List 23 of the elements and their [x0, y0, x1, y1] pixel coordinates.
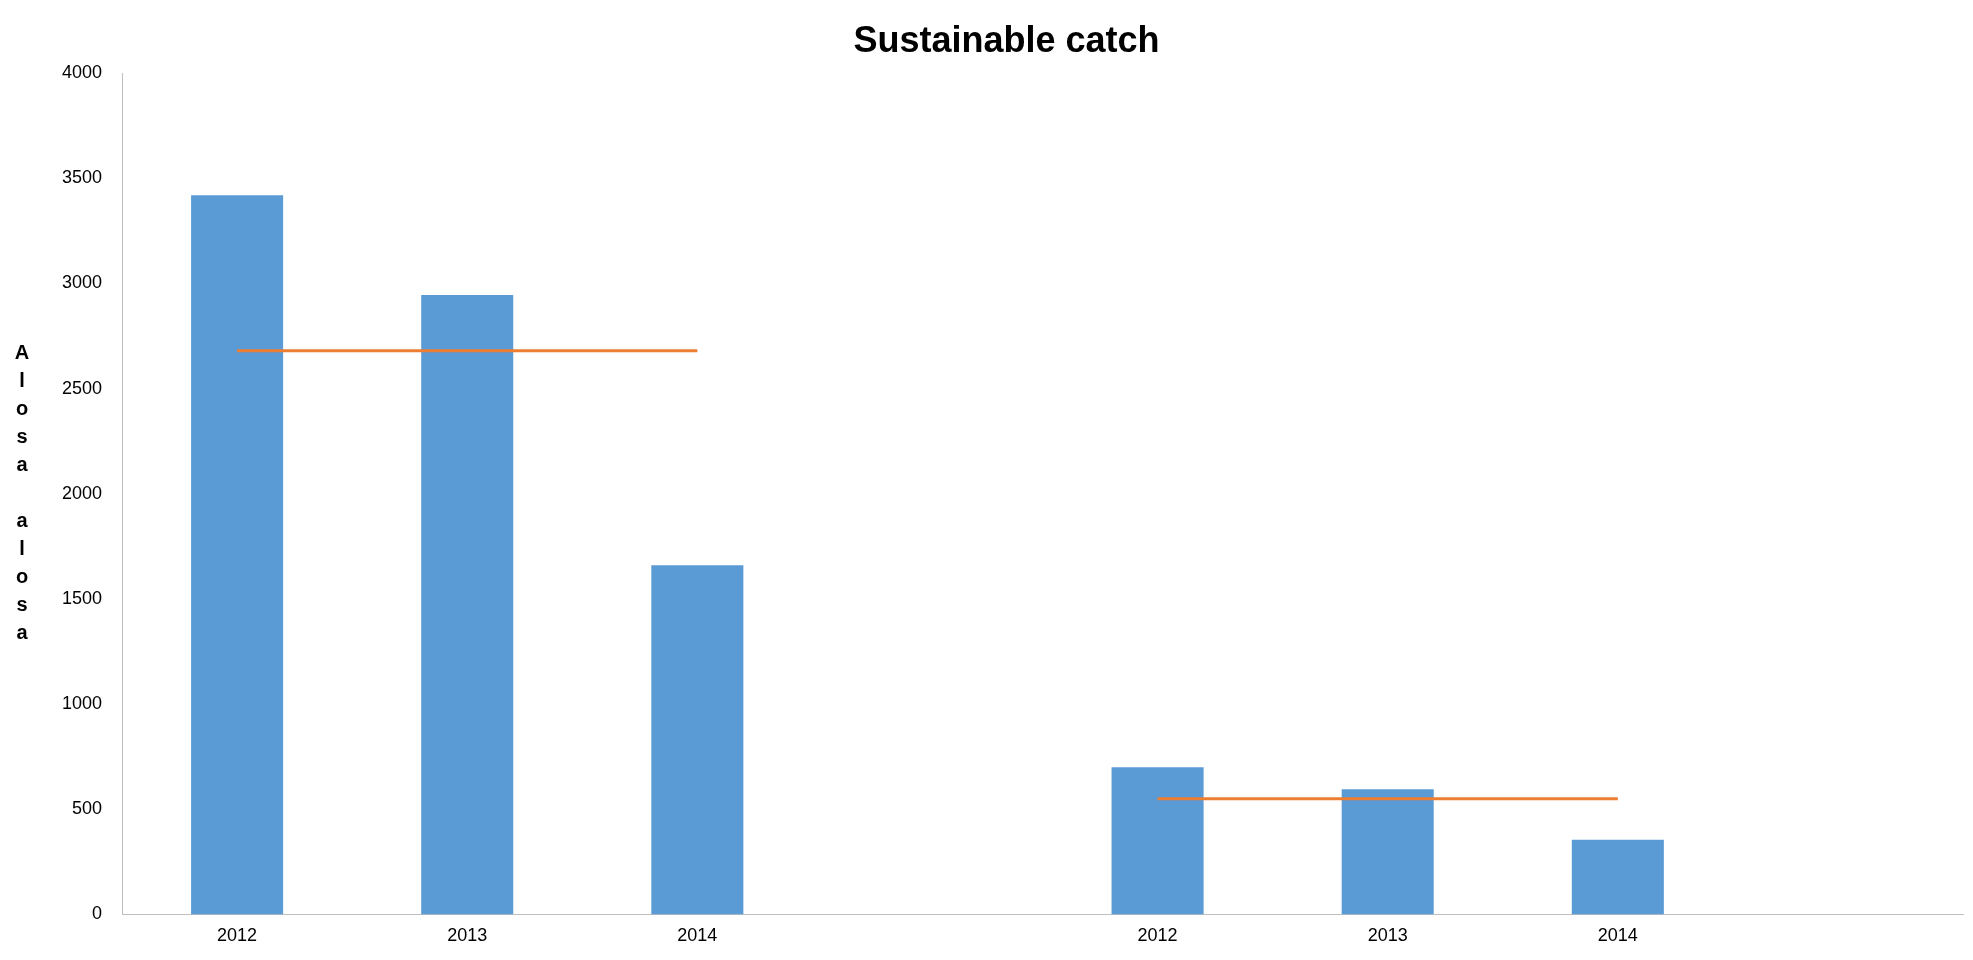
y-tick-label: 1000: [62, 693, 103, 714]
y-tick-label: 4000: [62, 62, 103, 83]
y-tick-label: 0: [92, 903, 103, 924]
chart-title: Sustainable catch: [853, 18, 1160, 60]
y-tick-label: 3000: [62, 272, 103, 293]
bar: [1341, 789, 1434, 915]
x-tick-label: 2014: [677, 925, 718, 946]
y-tick-label: 1500: [62, 587, 103, 608]
x-tick-label: 2013: [447, 925, 488, 946]
y-tick-label: 2500: [62, 377, 103, 398]
y-tick-label: 3500: [62, 167, 103, 188]
y-tick-label: 500: [72, 798, 103, 819]
text: Alosa alosa: [14, 341, 30, 644]
bar: [191, 195, 284, 915]
x-tick-label: 2012: [217, 925, 258, 946]
bar: [1571, 839, 1664, 915]
x-tick-label: 2014: [1597, 925, 1638, 946]
bar: [651, 565, 744, 915]
bar: [1111, 767, 1204, 915]
y-tick-label: 2000: [62, 482, 103, 503]
x-tick-label: 2013: [1367, 925, 1408, 946]
bar: [421, 295, 514, 915]
x-tick-label: 2012: [1137, 925, 1178, 946]
